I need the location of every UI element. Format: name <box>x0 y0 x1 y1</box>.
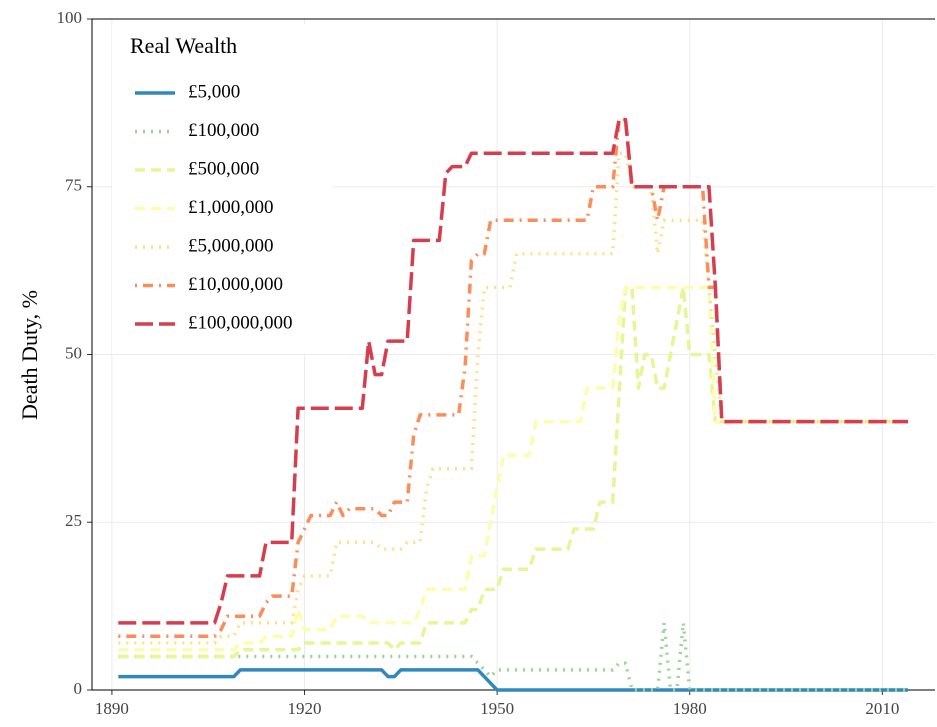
x-tick-label: 1950 <box>480 699 514 718</box>
series-line <box>118 285 908 659</box>
legend-label: £5,000 <box>188 81 240 102</box>
series-line <box>118 117 908 625</box>
series-line <box>118 117 908 639</box>
legend-label: £10,000,000 <box>188 274 283 295</box>
legend-label: £500,000 <box>188 158 259 179</box>
y-tick-label: 100 <box>57 8 83 27</box>
y-tick-label: 0 <box>74 679 83 698</box>
legend-box <box>112 24 332 354</box>
series-line <box>118 151 908 645</box>
x-tick-label: 2010 <box>865 699 899 718</box>
legend-label: £100,000 <box>188 120 259 141</box>
x-tick-label: 1920 <box>288 699 322 718</box>
x-tick-label: 1890 <box>95 699 129 718</box>
legend-title: Real Wealth <box>130 33 237 58</box>
y-tick-label: 75 <box>65 176 82 195</box>
legend-label: £5,000,000 <box>188 235 274 256</box>
legend-label: £100,000,000 <box>188 312 293 333</box>
y-axis-label: Death Duty, % <box>17 290 42 420</box>
y-tick-label: 25 <box>65 511 82 530</box>
series-line <box>118 668 908 692</box>
x-tick-label: 1980 <box>673 699 707 718</box>
series-line <box>118 285 908 652</box>
y-tick-label: 50 <box>65 343 82 362</box>
legend-label: £1,000,000 <box>188 197 274 218</box>
series-line <box>118 621 908 692</box>
